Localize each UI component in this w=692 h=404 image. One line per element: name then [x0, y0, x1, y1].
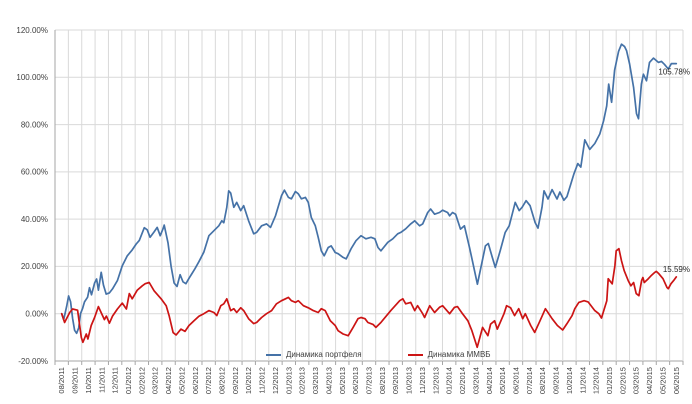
mmvb-end-label: 15.59% — [663, 265, 690, 274]
x-tick-label: 04/2012 — [164, 367, 173, 394]
chart-legend: Динамика портфеля Динамика ММВБ — [266, 350, 491, 359]
x-tick-label: 05/2014 — [498, 367, 507, 394]
x-tick-label: 11/2013 — [418, 367, 427, 394]
x-tick-label: 04/2015 — [645, 367, 654, 394]
y-tick-label: 60.00% — [21, 168, 48, 177]
x-tick-label: 03/2015 — [632, 367, 641, 394]
legend-item-portfolio: Динамика портфеля — [266, 350, 362, 359]
x-tick-label: 11/2012 — [258, 367, 267, 394]
x-tick-label: 06/2015 — [672, 367, 681, 394]
portfolio-end-label: 105.78% — [658, 68, 690, 77]
x-tick-label: 02/2013 — [298, 367, 307, 394]
y-tick-label: 100.00% — [16, 73, 48, 82]
y-tick-label: 40.00% — [21, 215, 48, 224]
x-tick-label: 07/2013 — [365, 367, 374, 394]
x-tick-label: 07/2012 — [204, 367, 213, 394]
x-tick-label: 08/2014 — [538, 367, 547, 394]
legend-label-portfolio: Динамика портфеля — [286, 350, 362, 359]
legend-label-mmvb: Динамика ММВБ — [427, 350, 491, 359]
x-tick-label: 06/2014 — [511, 367, 520, 394]
x-tick-label: 08/2011 — [57, 367, 66, 394]
y-tick-label: 0.00% — [25, 310, 48, 319]
x-tick-label: 08/2013 — [378, 367, 387, 394]
portfolio-line-swatch — [266, 353, 281, 356]
series-line-mmvb — [60, 247, 678, 349]
x-tick-label: 03/2014 — [471, 367, 480, 394]
x-tick-label: 12/2014 — [592, 367, 601, 394]
x-tick-label: 09/2014 — [552, 367, 561, 394]
x-tick-label: 10/2011 — [84, 367, 93, 394]
x-tick-label: 07/2014 — [525, 367, 534, 394]
series-line-portfolio — [60, 43, 678, 335]
x-tick-label: 11/2011 — [97, 367, 106, 393]
x-tick-label: 04/2013 — [324, 367, 333, 394]
x-tick-label: 02/2014 — [458, 367, 467, 394]
x-tick-label: 10/2012 — [244, 367, 253, 394]
x-tick-label: 10/2014 — [565, 367, 574, 394]
x-tick-label: 02/2012 — [137, 367, 146, 394]
legend-item-mmvb: Динамика ММВБ — [407, 350, 491, 359]
x-tick-label: 08/2012 — [218, 367, 227, 394]
x-tick-label: 03/2013 — [311, 367, 320, 394]
y-tick-label: 120.00% — [16, 26, 48, 35]
x-tick-label: 02/2015 — [618, 367, 627, 394]
x-tick-label: 09/2011 — [71, 367, 80, 394]
x-tick-label: 12/2011 — [111, 367, 120, 394]
x-tick-label: 01/2012 — [124, 367, 133, 394]
x-tick-label: 06/2013 — [351, 367, 360, 394]
x-tick-label: 05/2013 — [338, 367, 347, 394]
x-tick-label: 12/2012 — [271, 367, 280, 394]
x-tick-label: 12/2013 — [431, 367, 440, 394]
x-tick-label: 01/2015 — [605, 367, 614, 394]
x-tick-label: 05/2012 — [177, 367, 186, 394]
x-tick-label: 03/2012 — [151, 367, 160, 394]
x-tick-label: 09/2012 — [231, 367, 240, 394]
x-tick-label: 11/2014 — [578, 367, 587, 394]
x-tick-label: 01/2014 — [445, 367, 454, 394]
x-tick-label: 09/2013 — [391, 367, 400, 394]
x-tick-label: 01/2013 — [284, 367, 293, 394]
mmvb-line-swatch — [407, 353, 423, 356]
y-tick-label: -20.00% — [18, 357, 48, 366]
x-tick-label: 05/2015 — [658, 367, 667, 394]
y-tick-label: 80.00% — [21, 120, 48, 129]
x-tick-label: 06/2012 — [191, 367, 200, 394]
y-tick-label: 20.00% — [21, 262, 48, 271]
x-tick-label: 04/2014 — [485, 367, 494, 394]
x-tick-label: 10/2013 — [405, 367, 414, 394]
